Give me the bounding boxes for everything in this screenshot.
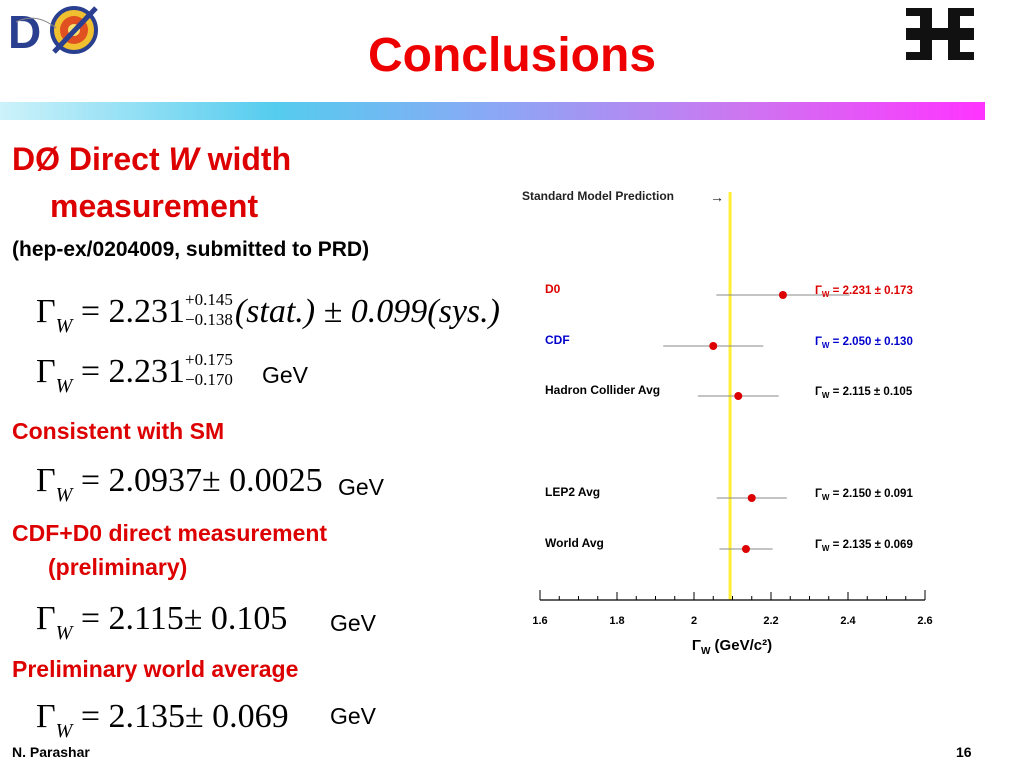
x-tick-label: 2.6 bbox=[917, 615, 932, 627]
equation-rest: (stat.) ± 0.099(sys.) bbox=[234, 293, 500, 330]
equation-sm: ΓW = 2.0937± 0.0025 bbox=[36, 462, 323, 506]
consistent-label: Consistent with SM bbox=[12, 418, 225, 444]
gamma-symbol: Γ bbox=[36, 353, 56, 390]
equation-cdf-d0: ΓW = 2.115± 0.105 bbox=[36, 600, 288, 644]
upper-error: +0.145 bbox=[185, 290, 233, 310]
unit-label: GeV bbox=[262, 362, 309, 388]
series-name: World Avg bbox=[545, 536, 604, 550]
data-point bbox=[709, 342, 718, 350]
series-name: LEP2 Avg bbox=[545, 485, 600, 499]
data-point bbox=[741, 545, 750, 553]
sm-arrow: → bbox=[710, 189, 724, 205]
series-value-label: ΓW = 2.150 ± 0.091 bbox=[815, 488, 913, 502]
heading-text-a: DØ Direct bbox=[12, 141, 169, 177]
data-point bbox=[734, 392, 743, 400]
series-name: Hadron Collider Avg bbox=[545, 383, 660, 397]
x-tick-label: 2.4 bbox=[840, 615, 856, 627]
gamma-subscript: W bbox=[55, 375, 73, 397]
x-tick-label: 1.8 bbox=[609, 615, 624, 627]
gamma-subscript: W bbox=[55, 720, 73, 742]
equation-value: = 2.0937± 0.0025 bbox=[80, 462, 323, 499]
series-value-label: ΓW = 2.231 ± 0.173 bbox=[815, 285, 913, 299]
lower-error: −0.138 bbox=[185, 310, 233, 330]
heading-text-b: width bbox=[198, 141, 292, 177]
cdf-d0-label: CDF+D0 direct measurement bbox=[12, 520, 328, 546]
heading-text-w: W bbox=[168, 141, 199, 177]
x-tick-label: 2.2 bbox=[763, 615, 778, 627]
gamma-subscript: W bbox=[55, 315, 73, 337]
equation-value: = 2.231 bbox=[80, 353, 186, 390]
cdf-d0-label-line2: (preliminary) bbox=[48, 554, 188, 580]
fermilab-logo bbox=[906, 8, 974, 60]
series-name: CDF bbox=[545, 333, 570, 347]
equation-total: ΓW = 2.231 +0.175 −0.170 bbox=[36, 350, 235, 397]
section-heading: DØ Direct W width bbox=[12, 140, 291, 178]
series-value-label: ΓW = 2.135 ± 0.069 bbox=[815, 539, 913, 553]
sm-prediction-label: Standard Model Prediction bbox=[522, 189, 674, 203]
svg-text:D: D bbox=[8, 6, 41, 56]
data-point bbox=[778, 291, 787, 299]
series-value-label: ΓW = 2.050 ± 0.130 bbox=[815, 336, 913, 350]
gamma-symbol: Γ bbox=[36, 600, 56, 637]
x-axis-label: ΓW (GeV/c²) bbox=[692, 637, 772, 657]
unit-label: GeV bbox=[330, 703, 377, 729]
unit-label: GeV bbox=[338, 474, 385, 500]
equation-world: ΓW = 2.135± 0.069 bbox=[36, 698, 289, 742]
data-point bbox=[747, 494, 756, 502]
slide-title: Conclusions bbox=[367, 29, 657, 82]
gamma-subscript: W bbox=[55, 484, 73, 506]
upper-error: +0.175 bbox=[185, 350, 233, 370]
section-heading-line2: measurement bbox=[50, 188, 259, 224]
page-number: 16 bbox=[956, 744, 972, 760]
title-gradient-bar bbox=[0, 102, 985, 120]
world-average-label: Preliminary world average bbox=[12, 656, 299, 682]
series-value-label: ΓW = 2.115 ± 0.105 bbox=[815, 386, 913, 400]
d0-experiment-logo: D bbox=[8, 6, 98, 56]
equation-value: = 2.115± 0.105 bbox=[80, 600, 288, 637]
gamma-symbol: Γ bbox=[36, 293, 56, 330]
lower-error: −0.170 bbox=[185, 370, 233, 390]
gamma-symbol: Γ bbox=[36, 462, 56, 499]
equation-value: = 2.135± 0.069 bbox=[80, 698, 289, 735]
unit-label: GeV bbox=[330, 610, 377, 636]
equation-value: = 2.231 bbox=[80, 293, 186, 330]
footer-author: N. Parashar bbox=[12, 744, 90, 760]
w-width-comparison-plot: Standard Model Prediction → D0 ΓW = 2.231 ±… bbox=[522, 189, 933, 657]
gamma-symbol: Γ bbox=[36, 698, 56, 735]
series-name: D0 bbox=[545, 282, 561, 296]
equation-stat-sys: ΓW = 2.231 +0.145 −0.138 (stat.) ± 0.099(sy… bbox=[36, 290, 500, 337]
x-tick-label: 1.6 bbox=[532, 615, 547, 627]
paper-reference: (hep-ex/0204009, submitted to PRD) bbox=[12, 238, 370, 261]
gamma-subscript: W bbox=[55, 622, 73, 644]
x-tick-label: 2 bbox=[691, 615, 697, 627]
